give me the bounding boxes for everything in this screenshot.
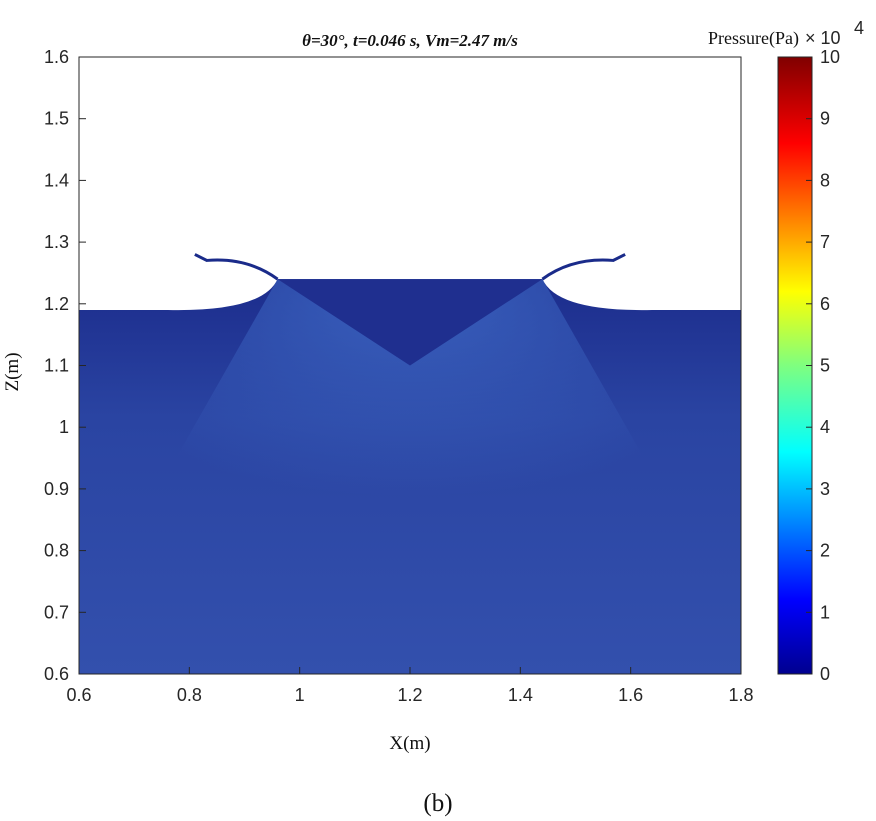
colorbar-tick-label: 8 — [820, 170, 830, 190]
x-tick-label: 1 — [295, 685, 305, 705]
colorbar-tick-label: 1 — [820, 602, 830, 622]
pressure-fan — [87, 279, 733, 614]
y-tick-label: 1.5 — [44, 109, 69, 129]
y-axis-label: Z(m) — [2, 352, 23, 391]
figure-caption: (b) — [423, 790, 452, 817]
fluid-field — [79, 253, 741, 674]
y-tick-label: 0.8 — [44, 541, 69, 561]
jet-left — [194, 253, 279, 281]
x-tick-label: 0.8 — [177, 685, 202, 705]
y-tick-label: 1 — [59, 417, 69, 437]
wedge — [277, 279, 543, 366]
chart-title: θ=30°, t=0.046 s, Vm=2.47 m/s — [302, 31, 518, 50]
y-tick-label: 0.9 — [44, 479, 69, 499]
colorbar-tick-label: 5 — [820, 356, 830, 376]
colorbar: 0 1 2 3 4 5 6 7 8 9 10 Pressure(Pa) × 10 4 — [708, 18, 864, 684]
y-tick-label: 0.7 — [44, 602, 69, 622]
colorbar-tick-label: 0 — [820, 664, 830, 684]
y-tick-label: 1.6 — [44, 47, 69, 67]
x-axis: 0.6 0.8 1 1.2 1.4 1.6 1.8 — [66, 667, 754, 705]
y-tick-label: 1.2 — [44, 294, 69, 314]
colorbar-exponent: 4 — [854, 18, 864, 38]
x-tick-label: 1.6 — [618, 685, 643, 705]
colorbar-ticks: 0 1 2 3 4 5 6 7 8 9 10 — [806, 47, 840, 684]
x-tick-label: 1.2 — [397, 685, 422, 705]
colorbar-multiplier: × 10 — [805, 28, 841, 48]
colorbar-tick-label: 2 — [820, 541, 830, 561]
jet-right — [541, 253, 626, 281]
colorbar-tick-label: 4 — [820, 417, 830, 437]
y-tick-label: 1.1 — [44, 356, 69, 376]
colorbar-tick-label: 9 — [820, 109, 830, 129]
y-axis: 0.6 0.7 0.8 0.9 1 1.1 1.2 1.3 1.4 1.5 1.6 — [44, 47, 86, 684]
y-tick-label: 1.3 — [44, 232, 69, 252]
x-tick-label: 1.8 — [728, 685, 753, 705]
colorbar-tick-label: 10 — [820, 47, 840, 67]
x-tick-label: 0.6 — [66, 685, 91, 705]
x-axis-label: X(m) — [389, 733, 430, 754]
colorbar-label: Pressure(Pa) — [708, 28, 799, 49]
colorbar-tick-label: 3 — [820, 479, 830, 499]
y-tick-label: 0.6 — [44, 664, 69, 684]
x-tick-label: 1.4 — [508, 685, 533, 705]
colorbar-tick-label: 7 — [820, 232, 830, 252]
y-tick-label: 1.4 — [44, 170, 69, 190]
colorbar-tick-label: 6 — [820, 294, 830, 314]
